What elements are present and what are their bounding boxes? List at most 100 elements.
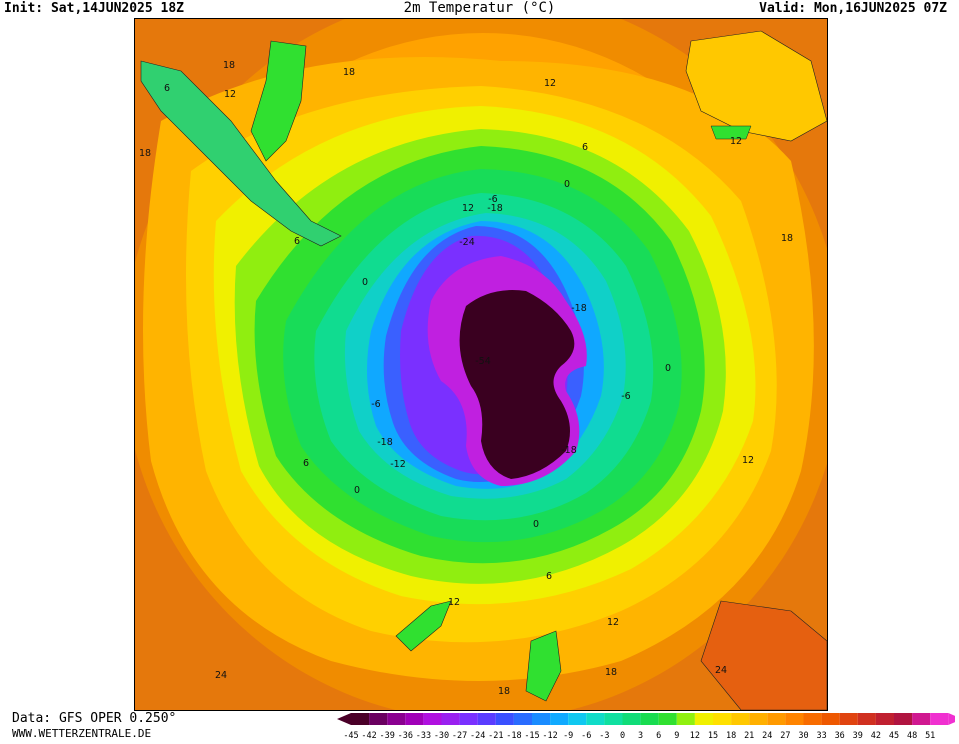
contour-label: -12 bbox=[390, 459, 406, 470]
legend-swatch bbox=[405, 713, 424, 725]
contour-label: -18 bbox=[571, 303, 587, 314]
temperature-map-svg: 18 18 12 6 18 12 6 0 -6 12 -18 -24 12 18 6 0 -18 -54 0 -6 -6… bbox=[135, 19, 827, 710]
legend-swatch bbox=[604, 713, 623, 725]
legend-swatch bbox=[930, 713, 949, 725]
land-peninsula-south bbox=[525, 630, 562, 702]
legend-svg: -45 -42 -39 -36 -33 -30 -27 -24 -21 -18 -15 -12 -9 -6… bbox=[337, 713, 959, 741]
legend-tick-label: -21 bbox=[488, 731, 503, 740]
legend-swatch bbox=[694, 713, 713, 725]
contour-label: 18 bbox=[343, 67, 355, 78]
legend-swatch bbox=[658, 713, 677, 725]
legend-swatch bbox=[351, 713, 370, 725]
legend-swatch bbox=[803, 713, 822, 725]
contour-label: 18 bbox=[605, 667, 617, 678]
legend-swatch bbox=[821, 713, 840, 725]
legend-tick-label: 39 bbox=[853, 731, 863, 740]
legend-tick-label: -24 bbox=[470, 731, 485, 740]
contour-label: 0 bbox=[665, 363, 671, 374]
legend-tick-label: 24 bbox=[762, 731, 772, 740]
legend-swatch bbox=[912, 713, 931, 725]
legend-tick-label: 36 bbox=[835, 731, 845, 740]
contour-label: 12 bbox=[730, 136, 742, 147]
contour-label: 6 bbox=[164, 83, 170, 94]
contour-label: 0 bbox=[564, 179, 570, 190]
contour-label: 12 bbox=[448, 597, 460, 608]
legend-swatch bbox=[387, 713, 406, 725]
valid-time: Valid: Mon,16JUN2025 07Z bbox=[759, 1, 947, 16]
legend-tick-label: 30 bbox=[798, 731, 808, 740]
legend-tick-label: 33 bbox=[816, 731, 826, 740]
legend-tick-label: 27 bbox=[780, 731, 790, 740]
legend-swatch bbox=[495, 713, 514, 725]
land-coast-southwest bbox=[140, 60, 342, 247]
contour-label: 24 bbox=[715, 665, 727, 676]
legend-tick-label: 15 bbox=[708, 731, 718, 740]
contour-label: 18 bbox=[223, 60, 235, 71]
legend-swatch bbox=[640, 713, 659, 725]
legend-tick-label: -30 bbox=[434, 731, 449, 740]
contour-label: 6 bbox=[582, 142, 588, 153]
map-title: 2m Temperatur (°C) bbox=[403, 0, 556, 16]
legend-swatch bbox=[676, 713, 695, 725]
contour-label: -54 bbox=[475, 356, 491, 367]
legend-tick-label: -36 bbox=[398, 731, 413, 740]
temperature-map: 18 18 12 6 18 12 6 0 -6 12 -18 -24 12 18 6 0 -18 -54 0 -6 -6… bbox=[134, 18, 828, 711]
land-patch-northeast bbox=[710, 125, 752, 140]
legend-arrow-left bbox=[337, 713, 351, 725]
contour-label: -18 bbox=[561, 445, 577, 456]
land-madagascar-area bbox=[250, 40, 307, 162]
legend-tick-label: 21 bbox=[744, 731, 754, 740]
legend-swatch bbox=[785, 713, 804, 725]
contour-label: 12 bbox=[224, 89, 236, 100]
contour-labels: 18 18 12 6 18 12 6 0 -6 12 -18 -24 12 18 6 0 -18 -54 0 -6 -6… bbox=[139, 60, 793, 697]
land-island-south bbox=[395, 600, 452, 652]
legend-swatch bbox=[713, 713, 732, 725]
legend-swatch bbox=[423, 713, 442, 725]
contour-label: 6 bbox=[546, 571, 552, 582]
legend-tick-label: -27 bbox=[452, 731, 467, 740]
legend-swatch bbox=[568, 713, 587, 725]
contour-label: -6 bbox=[488, 194, 497, 205]
contour-label: 0 bbox=[354, 485, 360, 496]
legend-tick-label: 0 bbox=[620, 731, 625, 740]
contour-label: 12 bbox=[544, 78, 556, 89]
legend-swatch bbox=[622, 713, 641, 725]
legend-swatch bbox=[749, 713, 768, 725]
legend-tick-label: 42 bbox=[871, 731, 881, 740]
legend-swatch bbox=[369, 713, 388, 725]
contour-label: -6 bbox=[371, 399, 380, 410]
legend-tick-label: -12 bbox=[542, 731, 557, 740]
legend-swatch bbox=[441, 713, 460, 725]
legend-swatch bbox=[731, 713, 750, 725]
color-legend: -45 -42 -39 -36 -33 -30 -27 -24 -21 -18 -15 -12 -9 -6… bbox=[335, 712, 959, 744]
band-neg54 bbox=[459, 290, 575, 479]
legend-arrow-right bbox=[948, 713, 959, 725]
legend-tick-label: 18 bbox=[726, 731, 736, 740]
legend-tick-label: -42 bbox=[361, 731, 376, 740]
website-credit[interactable]: WWW.WETTERZENTRALE.DE bbox=[12, 727, 152, 740]
legend-tick-label: -6 bbox=[581, 731, 591, 740]
legend-tick-label: -3 bbox=[599, 731, 609, 740]
land-northeast bbox=[685, 30, 827, 142]
data-source: Data: GFS OPER 0.250° bbox=[12, 711, 177, 726]
land-southeast bbox=[700, 600, 827, 710]
contour-label: 12 bbox=[462, 203, 474, 214]
legend-swatch bbox=[894, 713, 913, 725]
contour-label: 0 bbox=[362, 277, 368, 288]
init-time: Init: Sat,14JUN2025 18Z bbox=[4, 1, 185, 16]
legend-tick-label: -18 bbox=[506, 731, 521, 740]
legend-swatch bbox=[459, 713, 478, 725]
legend-swatch bbox=[550, 713, 569, 725]
contour-label: 18 bbox=[498, 686, 510, 697]
legend-tick-label: -45 bbox=[343, 731, 358, 740]
contour-label: -6 bbox=[621, 391, 630, 402]
legend-tick-label: -15 bbox=[524, 731, 539, 740]
legend-tick-label: -39 bbox=[380, 731, 395, 740]
legend-tick-label: 3 bbox=[638, 731, 643, 740]
contour-label: 0 bbox=[533, 519, 539, 530]
contour-label: 12 bbox=[742, 455, 754, 466]
contour-label: -18 bbox=[487, 203, 503, 214]
legend-swatch bbox=[875, 713, 894, 725]
contour-label: 18 bbox=[139, 148, 151, 159]
legend-tick-label: 51 bbox=[925, 731, 935, 740]
